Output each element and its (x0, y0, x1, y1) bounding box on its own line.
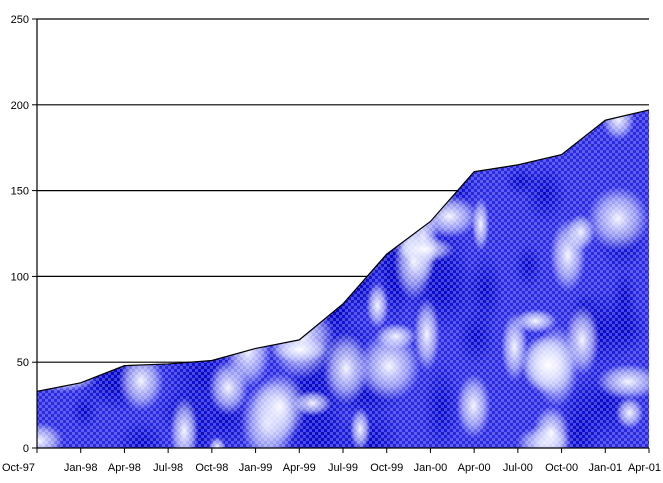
area-outline (36, 109, 650, 392)
axes (32, 18, 650, 453)
y-tick-label: 200 (11, 100, 29, 112)
data-point-Jul-98 (167, 362, 170, 365)
x-axis-tick-labels: Oct-97 Jan-98 Apr-98 Jul-98 Oct-98 Jan-99 Apr-… (2, 462, 661, 474)
x-tick-label: Apr-98 (108, 462, 141, 474)
x-tick-label: Oct-98 (195, 462, 228, 474)
data-point-Oct-99 (385, 253, 388, 256)
y-tick-label: 50 (17, 357, 29, 369)
data-point-Apr-99 (298, 338, 301, 341)
x-tick-label: Jul-99 (328, 462, 358, 474)
y-tick-label: 150 (11, 186, 29, 198)
x-tick-label: Apr-01 (628, 462, 661, 474)
x-tick-label: Oct-99 (370, 462, 403, 474)
data-point-Jan-98 (79, 381, 82, 384)
y-tick-label: 250 (11, 14, 29, 26)
data-point-Oct-98 (210, 359, 213, 362)
y-axis-tick-labels: 0 50 100 150 200 250 (11, 14, 29, 455)
x-tick-label: Jan-99 (239, 462, 273, 474)
data-point-Jan-99 (254, 347, 257, 350)
x-tick-label: Apr-99 (283, 462, 316, 474)
x-tick-label: Jan-00 (414, 462, 448, 474)
x-tick-label: Jul-00 (503, 462, 533, 474)
data-point-Jul-99 (342, 302, 345, 305)
data-point-Jan-00 (429, 220, 432, 223)
y-tick-label: 0 (23, 443, 29, 455)
x-tick-label: Apr-00 (458, 462, 491, 474)
data-point-Jul-00 (516, 163, 519, 166)
y-tick-label: 100 (11, 271, 29, 283)
x-tick-label: Jan-01 (588, 462, 622, 474)
area-texture (37, 109, 649, 448)
x-tick-label: Jan-98 (64, 462, 98, 474)
x-tick-label: Jul-98 (153, 462, 183, 474)
data-point-Apr-00 (473, 170, 476, 173)
area-series (36, 108, 651, 448)
data-point-Apr-98 (123, 364, 126, 367)
x-tick-label: Oct-97 (2, 462, 35, 474)
data-point-Apr-01 (648, 108, 651, 111)
data-point-Jan-01 (604, 119, 607, 122)
data-point-Oct-00 (560, 153, 563, 156)
x-tick-label: Oct-00 (545, 462, 578, 474)
